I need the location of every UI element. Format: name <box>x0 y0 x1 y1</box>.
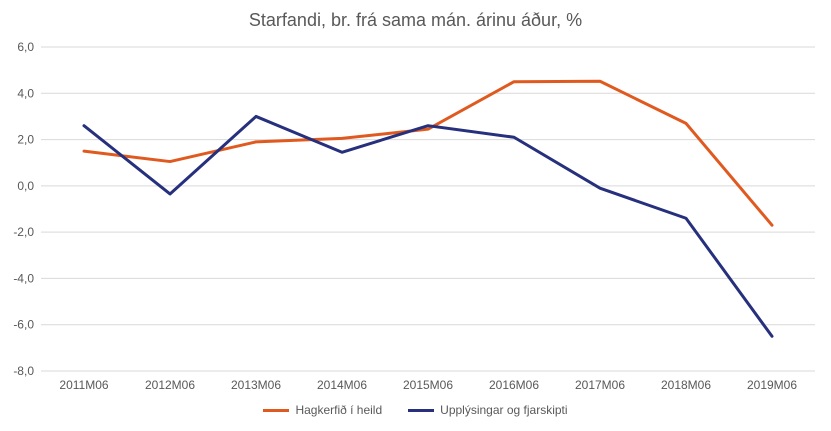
y-tick-label: 6,0 <box>17 40 34 54</box>
x-tick-label: 2011M06 <box>59 378 108 392</box>
x-tick-label: 2019M06 <box>747 378 797 392</box>
legend-swatch <box>408 408 435 412</box>
x-axis-ticks: 2011M06 2012M06 2013M06 2014M06 2015M06 2016M… <box>59 378 797 392</box>
series-line-upplysingar <box>82 114 774 338</box>
x-tick-label: 2012M06 <box>145 378 195 392</box>
x-tick-label: 2016M06 <box>489 378 539 392</box>
legend-item-hagkerfid: Hagkerfið í heild <box>263 403 382 417</box>
y-tick-label: 0,0 <box>17 179 34 193</box>
legend-label: Upplýsingar og fjarskipti <box>440 403 568 417</box>
legend: Hagkerfið í heild Upplýsingar og fjarski… <box>0 403 831 417</box>
y-axis-ticks: -8,0 -6,0 -4,0 -2,0 0,0 2,0 4,0 6,0 <box>13 40 34 378</box>
x-tick-label: 2018M06 <box>661 378 711 392</box>
legend-item-upplysingar: Upplýsingar og fjarskipti <box>408 403 568 417</box>
y-tick-label: -6,0 <box>13 318 34 332</box>
chart-title: Starfandi, br. frá sama mán. árinu áður,… <box>248 10 583 30</box>
series-lines <box>82 79 774 338</box>
series-line-hagkerfid <box>82 79 774 227</box>
y-tick-label: 2,0 <box>17 133 34 147</box>
legend-swatch <box>263 408 290 412</box>
x-tick-label: 2013M06 <box>231 378 281 392</box>
x-tick-label: 2015M06 <box>403 378 453 392</box>
gridlines <box>41 46 815 372</box>
y-tick-label: -4,0 <box>13 271 34 285</box>
x-tick-label: 2014M06 <box>317 378 367 392</box>
y-tick-label: 4,0 <box>17 86 34 100</box>
x-tick-label: 2017M06 <box>575 378 625 392</box>
y-tick-label: -2,0 <box>13 225 34 239</box>
y-tick-label: -8,0 <box>13 364 34 378</box>
legend-label: Hagkerfið í heild <box>295 403 383 417</box>
